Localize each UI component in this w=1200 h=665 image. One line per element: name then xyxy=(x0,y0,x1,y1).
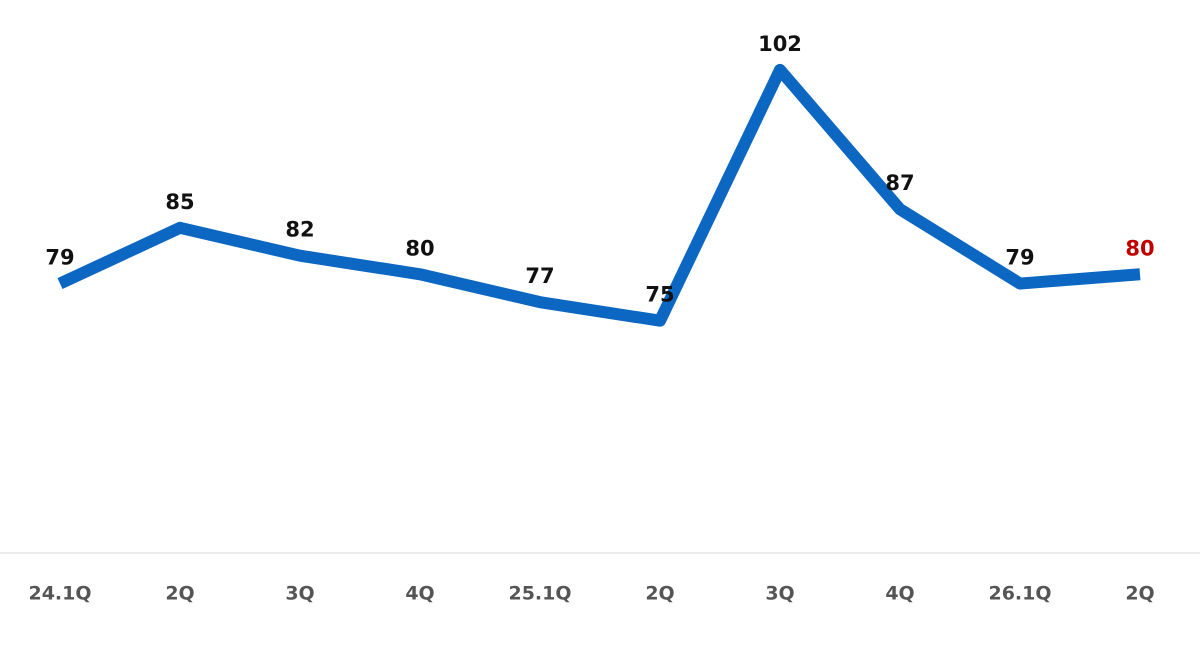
x-tick-label: 4Q xyxy=(885,583,914,605)
data-label: 77 xyxy=(525,264,554,288)
x-tick-label: 4Q xyxy=(405,583,434,605)
x-tick-label: 2Q xyxy=(165,583,194,605)
x-tick-label: 24.1Q xyxy=(28,583,91,605)
data-label: 79 xyxy=(1005,246,1034,270)
x-tick-label: 25.1Q xyxy=(508,583,571,605)
data-label: 85 xyxy=(165,190,194,214)
x-tick-label: 26.1Q xyxy=(988,583,1051,605)
data-label: 102 xyxy=(758,32,802,56)
series-line xyxy=(57,63,1141,327)
x-tick-label: 3Q xyxy=(285,583,314,605)
data-label: 87 xyxy=(885,171,914,195)
x-tick-label: 2Q xyxy=(1125,583,1154,605)
data-label: 80 xyxy=(1125,236,1154,260)
data-label: 80 xyxy=(405,236,434,260)
x-tick-label: 2Q xyxy=(645,583,674,605)
x-tick-label: 3Q xyxy=(765,583,794,605)
data-label: 82 xyxy=(285,218,314,242)
data-label: 75 xyxy=(645,283,674,307)
data-label: 79 xyxy=(45,246,74,270)
